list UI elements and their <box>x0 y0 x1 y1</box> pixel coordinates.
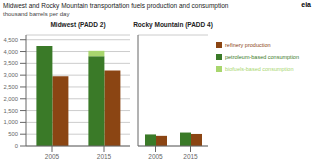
svg-text:500: 500 <box>8 131 18 137</box>
svg-text:2,500: 2,500 <box>8 84 18 90</box>
html-text:refinery production: refinery production <box>225 42 271 48</box>
svg-text:4,000: 4,000 <box>8 49 18 55</box>
svg-text:2005: 2005 <box>45 153 60 160</box>
svg-text:4,500: 4,500 <box>8 37 18 43</box>
svg-text:0: 0 <box>15 143 18 149</box>
svg-text:2005: 2005 <box>148 153 163 160</box>
svg-text:2,000: 2,000 <box>8 96 18 102</box>
svg-text:3,500: 3,500 <box>8 60 18 66</box>
svg-text:1,000: 1,000 <box>8 119 18 125</box>
svg-text:2015: 2015 <box>183 153 198 160</box>
html-text:Midwest (PADD 2): Midwest (PADD 2) <box>50 21 106 28</box>
svg-text:3,000: 3,000 <box>8 72 18 78</box>
html-text:thousand barrels per day: thousand barrels per day <box>3 11 70 17</box>
html-text:Rocky Mountain (PADD 4): Rocky Mountain (PADD 4) <box>133 21 213 28</box>
html-text:petroleum-based consumption: petroleum-based consumption <box>225 54 299 60</box>
html-text:Midwest and Rocky Mountain tra: Midwest and Rocky Mountain transportatio… <box>3 2 229 9</box>
html-text:eia: eia <box>301 1 311 8</box>
svg-text:1,500: 1,500 <box>8 108 18 114</box>
html-text:biofuels-based consumption: biofuels-based consumption <box>225 66 294 72</box>
svg-text:2015: 2015 <box>97 153 112 160</box>
